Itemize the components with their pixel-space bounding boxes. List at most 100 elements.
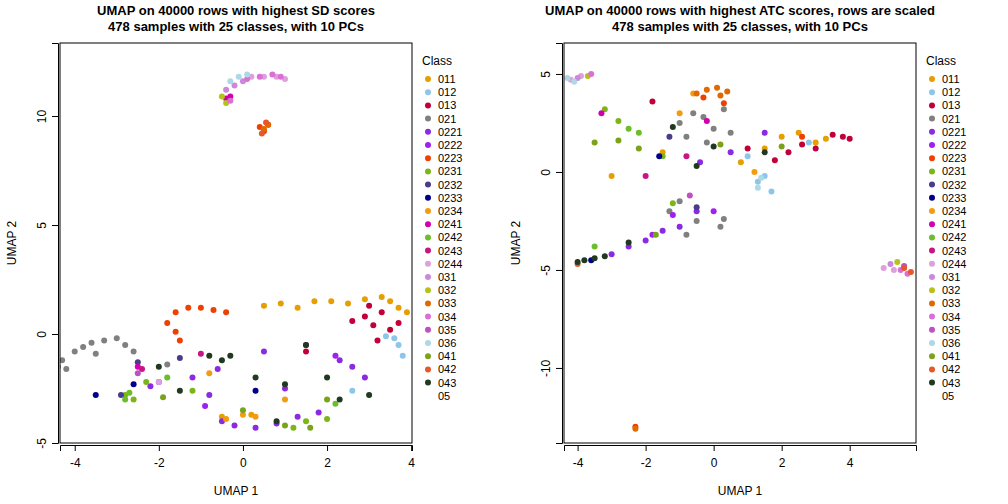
point bbox=[366, 392, 372, 398]
point bbox=[324, 375, 330, 381]
point bbox=[588, 71, 594, 77]
point bbox=[813, 140, 819, 146]
x-axis-title: UMAP 1 bbox=[718, 484, 763, 498]
y-tick-label: 5 bbox=[35, 222, 49, 229]
point bbox=[126, 390, 132, 396]
legend-label: 0223 bbox=[438, 152, 462, 164]
point bbox=[581, 257, 587, 263]
legend: Class01101201302102210222022302310232023… bbox=[422, 54, 462, 402]
y-tick-mark bbox=[52, 116, 58, 117]
legend-item: 035 bbox=[425, 324, 456, 336]
legend-swatch bbox=[425, 155, 431, 161]
legend-label: 0244 bbox=[942, 258, 966, 270]
point bbox=[227, 353, 233, 359]
legend-item: 034 bbox=[425, 311, 456, 323]
point bbox=[779, 134, 785, 140]
point bbox=[295, 305, 301, 311]
point bbox=[147, 383, 153, 389]
legend-label: 0232 bbox=[438, 179, 462, 191]
legend-swatch bbox=[929, 234, 935, 240]
point bbox=[677, 224, 683, 230]
legend-label: 041 bbox=[942, 350, 960, 362]
x-tick: -2 bbox=[641, 445, 652, 470]
plot-frame bbox=[564, 43, 916, 443]
legend-swatch bbox=[929, 89, 935, 95]
point bbox=[683, 153, 689, 159]
legend-label: 0242 bbox=[438, 231, 462, 243]
point bbox=[370, 322, 376, 328]
point bbox=[677, 198, 683, 204]
point bbox=[63, 366, 69, 372]
point bbox=[687, 192, 693, 198]
legend-item: 0243 bbox=[929, 245, 966, 257]
point bbox=[677, 110, 683, 116]
legend-label: 041 bbox=[438, 350, 456, 362]
legend-item: 033 bbox=[425, 297, 456, 309]
legend-swatch bbox=[425, 300, 431, 306]
legend-swatch bbox=[425, 208, 431, 214]
legend-item: 0222 bbox=[929, 139, 966, 151]
point bbox=[649, 98, 655, 104]
legend-label: 033 bbox=[438, 297, 456, 309]
point bbox=[232, 423, 238, 429]
point bbox=[303, 342, 309, 348]
legend-item: 0234 bbox=[929, 205, 966, 217]
legend-swatch bbox=[929, 142, 935, 148]
point bbox=[894, 259, 900, 265]
legend-label: 042 bbox=[942, 363, 960, 375]
y-axis-title: UMAP 2 bbox=[5, 220, 19, 265]
legend-swatch bbox=[929, 366, 935, 372]
legend-label: 021 bbox=[942, 113, 960, 125]
point bbox=[131, 381, 137, 387]
legend-item: 0232 bbox=[929, 179, 966, 191]
title: UMAP on 40000 rows with highest SD score… bbox=[97, 3, 375, 18]
point bbox=[362, 314, 368, 320]
points bbox=[564, 71, 913, 432]
legend-swatch bbox=[929, 261, 935, 267]
legend-swatch bbox=[929, 340, 935, 346]
point bbox=[387, 327, 393, 333]
point bbox=[202, 403, 208, 409]
legend-label: 0241 bbox=[438, 218, 462, 230]
legend-item: 034 bbox=[929, 311, 960, 323]
legend-swatch bbox=[929, 380, 935, 386]
legend-swatch bbox=[425, 327, 431, 333]
point bbox=[738, 159, 744, 165]
legend-item: 032 bbox=[425, 284, 456, 296]
legend-item: 011 bbox=[929, 73, 960, 85]
legend-swatch bbox=[425, 366, 431, 372]
point bbox=[656, 153, 662, 159]
point bbox=[337, 357, 343, 363]
legend-swatch bbox=[425, 142, 431, 148]
legend: Class01101201302102210222022302310232023… bbox=[926, 54, 966, 402]
point bbox=[592, 243, 598, 249]
y-tick-label: -10 bbox=[539, 359, 553, 377]
title: 478 samples with 25 classes, with 10 PCs bbox=[612, 19, 868, 34]
legend-label: 0231 bbox=[942, 165, 966, 177]
x-tick-mark bbox=[646, 445, 647, 451]
legend-swatch bbox=[425, 248, 431, 254]
point bbox=[206, 353, 212, 359]
x-tick-mark bbox=[578, 445, 579, 451]
legend-item: 0243 bbox=[425, 245, 462, 257]
point bbox=[772, 157, 778, 163]
point bbox=[131, 348, 137, 354]
legend-item: 021 bbox=[929, 113, 960, 125]
point bbox=[303, 418, 309, 424]
legend-swatch bbox=[929, 300, 935, 306]
x-tick-mark bbox=[411, 445, 412, 451]
point bbox=[799, 142, 805, 148]
legend-item: 0231 bbox=[929, 165, 966, 177]
point bbox=[762, 149, 768, 155]
point bbox=[700, 94, 706, 100]
point bbox=[615, 138, 621, 144]
point bbox=[643, 173, 649, 179]
point bbox=[670, 212, 676, 218]
point bbox=[891, 267, 897, 273]
legend-label: 0234 bbox=[438, 205, 462, 217]
y-tick-label: 5 bbox=[539, 71, 553, 78]
point bbox=[785, 149, 791, 155]
x-axis-line bbox=[565, 446, 917, 452]
legend-swatch bbox=[929, 182, 935, 188]
legend-swatch bbox=[425, 274, 431, 280]
